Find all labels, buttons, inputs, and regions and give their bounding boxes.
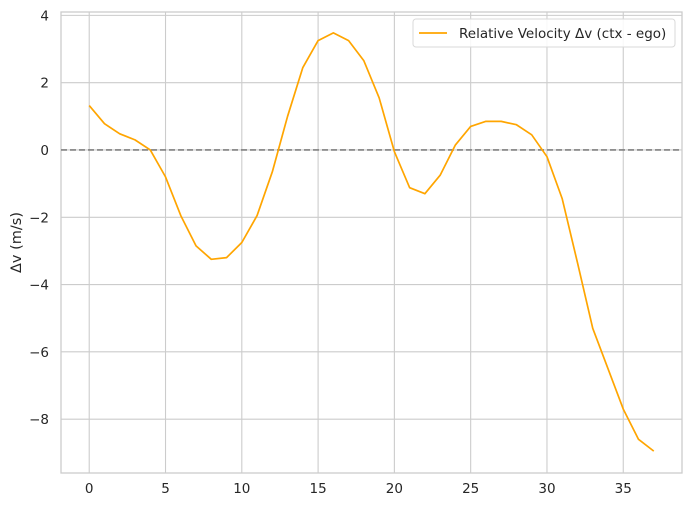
x-tick-label: 0 [85, 481, 94, 497]
y-tick-label: −2 [29, 210, 49, 226]
y-tick-label: 4 [40, 8, 49, 24]
y-tick-label: −8 [29, 412, 49, 428]
legend-label: Relative Velocity Δv (ctx - ego) [459, 26, 666, 42]
legend-box [412, 18, 676, 48]
x-tick-label: 30 [538, 481, 555, 497]
series-line [88, 32, 655, 452]
y-tick-label: 0 [40, 143, 49, 159]
y-tick-label: −4 [29, 278, 49, 294]
plot-frame [60, 11, 683, 474]
y-axis-label: Δv (m/s) [9, 212, 25, 273]
x-tick-label: 10 [233, 481, 250, 497]
x-tick-label: 25 [462, 481, 479, 497]
x-tick-label: 20 [386, 481, 403, 497]
x-tick-label: 5 [161, 481, 170, 497]
x-tick-label: 35 [615, 481, 632, 497]
y-tick-label: 2 [40, 76, 49, 92]
y-tick-label: −6 [29, 345, 49, 361]
x-tick-label: 15 [310, 481, 327, 497]
